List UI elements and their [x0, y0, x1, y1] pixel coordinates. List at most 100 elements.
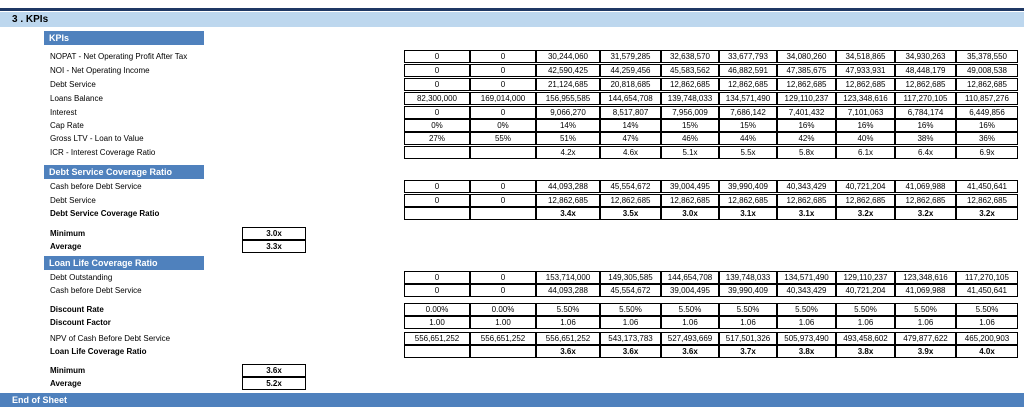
dscr-cell[interactable]: 3.0x: [661, 207, 719, 220]
kpis-cell[interactable]: 14%: [600, 119, 661, 132]
llcr-cell[interactable]: 5.50%: [777, 303, 836, 316]
llcr-cell[interactable]: 1.06: [719, 316, 777, 329]
dscr-cell[interactable]: [404, 207, 470, 220]
dscr-cell[interactable]: 39,004,495: [661, 180, 719, 193]
kpis-cell[interactable]: 31,579,285: [600, 50, 661, 63]
llcr-cell[interactable]: 3.6x: [536, 345, 600, 358]
kpis-cell[interactable]: 14%: [536, 119, 600, 132]
kpis-cell[interactable]: 7,686,142: [719, 106, 777, 119]
dscr-cell[interactable]: 45,554,672: [600, 180, 661, 193]
kpis-cell[interactable]: 139,748,033: [661, 92, 719, 105]
kpis-cell[interactable]: [470, 146, 536, 159]
kpis-cell[interactable]: 0: [470, 50, 536, 63]
llcr-cell[interactable]: 556,651,252: [470, 332, 536, 345]
kpis-cell[interactable]: 16%: [895, 119, 956, 132]
dscr-cell[interactable]: 12,862,685: [600, 194, 661, 207]
kpis-cell[interactable]: 5.8x: [777, 146, 836, 159]
kpis-cell[interactable]: 82,300,000: [404, 92, 470, 105]
dscr-cell[interactable]: [470, 207, 536, 220]
llcr-cell[interactable]: 139,748,033: [719, 271, 777, 284]
llcr-cell[interactable]: 1.00: [404, 316, 470, 329]
llcr-cell[interactable]: 0.00%: [404, 303, 470, 316]
llcr-cell[interactable]: 556,651,252: [404, 332, 470, 345]
llcr-cell[interactable]: 4.0x: [956, 345, 1018, 358]
kpis-cell[interactable]: 47,933,931: [836, 64, 895, 77]
kpis-cell[interactable]: 47%: [600, 132, 661, 145]
kpis-cell[interactable]: 12,862,685: [836, 78, 895, 91]
dscr-cell[interactable]: 12,862,685: [536, 194, 600, 207]
llcr-cell[interactable]: 149,305,585: [600, 271, 661, 284]
llcr-cell[interactable]: 134,571,490: [777, 271, 836, 284]
kpis-cell[interactable]: 38%: [895, 132, 956, 145]
dscr-cell[interactable]: 3.2x: [895, 207, 956, 220]
llcr-cell[interactable]: 3.6x: [661, 345, 719, 358]
llcr-cell[interactable]: 3.6x: [600, 345, 661, 358]
llcr-cell[interactable]: 3.9x: [895, 345, 956, 358]
kpis-cell[interactable]: 4.2x: [536, 146, 600, 159]
kpis-cell[interactable]: 16%: [956, 119, 1018, 132]
kpis-cell[interactable]: 8,517,807: [600, 106, 661, 119]
dscr-cell[interactable]: 40,343,429: [777, 180, 836, 193]
llcr-cell[interactable]: 5.50%: [719, 303, 777, 316]
llcr-cell[interactable]: 1.00: [470, 316, 536, 329]
kpis-cell[interactable]: 123,348,616: [836, 92, 895, 105]
llcr-cell[interactable]: 39,990,409: [719, 284, 777, 297]
dscr-cell[interactable]: 41,069,988: [895, 180, 956, 193]
kpis-cell[interactable]: 4.6x: [600, 146, 661, 159]
kpis-cell[interactable]: 5.5x: [719, 146, 777, 159]
llcr-cell[interactable]: 5.50%: [600, 303, 661, 316]
kpis-cell[interactable]: 0: [470, 64, 536, 77]
kpis-cell[interactable]: 33,677,793: [719, 50, 777, 63]
dscr-cell[interactable]: 3.5x: [600, 207, 661, 220]
llcr-cell[interactable]: 517,501,326: [719, 332, 777, 345]
llcr-cell[interactable]: 5.50%: [661, 303, 719, 316]
kpis-cell[interactable]: 55%: [470, 132, 536, 145]
llcr-cell[interactable]: 479,877,622: [895, 332, 956, 345]
llcr-minimum-value[interactable]: 3.6x: [242, 364, 306, 377]
llcr-cell[interactable]: 0: [404, 284, 470, 297]
kpis-cell[interactable]: 6,784,174: [895, 106, 956, 119]
kpis-cell[interactable]: 27%: [404, 132, 470, 145]
llcr-cell[interactable]: 465,200,903: [956, 332, 1018, 345]
kpis-cell[interactable]: 0: [470, 78, 536, 91]
kpis-cell[interactable]: 134,571,490: [719, 92, 777, 105]
kpis-cell[interactable]: 0%: [404, 119, 470, 132]
kpis-cell[interactable]: 144,654,708: [600, 92, 661, 105]
kpis-cell[interactable]: 6,449,856: [956, 106, 1018, 119]
llcr-cell[interactable]: 0: [404, 271, 470, 284]
kpis-cell[interactable]: 45,583,562: [661, 64, 719, 77]
kpis-cell[interactable]: 16%: [836, 119, 895, 132]
llcr-cell[interactable]: 5.50%: [895, 303, 956, 316]
dscr-cell[interactable]: 12,862,685: [661, 194, 719, 207]
llcr-cell[interactable]: 1.06: [956, 316, 1018, 329]
kpis-cell[interactable]: 47,385,675: [777, 64, 836, 77]
llcr-cell[interactable]: 40,343,429: [777, 284, 836, 297]
llcr-cell[interactable]: 44,093,288: [536, 284, 600, 297]
dscr-cell[interactable]: 12,862,685: [895, 194, 956, 207]
llcr-cell[interactable]: 41,069,988: [895, 284, 956, 297]
kpis-cell[interactable]: 6.1x: [836, 146, 895, 159]
dscr-cell[interactable]: 39,990,409: [719, 180, 777, 193]
llcr-cell[interactable]: [470, 345, 536, 358]
llcr-cell[interactable]: 153,714,000: [536, 271, 600, 284]
kpis-cell[interactable]: 7,401,432: [777, 106, 836, 119]
llcr-cell[interactable]: 40,721,204: [836, 284, 895, 297]
dscr-cell[interactable]: 3.4x: [536, 207, 600, 220]
kpis-cell[interactable]: 7,101,063: [836, 106, 895, 119]
dscr-minimum-value[interactable]: 3.0x: [242, 227, 306, 240]
kpis-cell[interactable]: 0: [404, 106, 470, 119]
llcr-cell[interactable]: 45,554,672: [600, 284, 661, 297]
llcr-cell[interactable]: 1.06: [777, 316, 836, 329]
kpis-cell[interactable]: 0: [404, 50, 470, 63]
kpis-cell[interactable]: 44%: [719, 132, 777, 145]
llcr-cell[interactable]: 0: [470, 271, 536, 284]
dscr-cell[interactable]: 12,862,685: [836, 194, 895, 207]
llcr-cell[interactable]: 5.50%: [536, 303, 600, 316]
kpis-cell[interactable]: 42%: [777, 132, 836, 145]
llcr-cell[interactable]: 5.50%: [956, 303, 1018, 316]
kpis-cell[interactable]: 46%: [661, 132, 719, 145]
llcr-cell[interactable]: 505,973,490: [777, 332, 836, 345]
llcr-cell[interactable]: 5.50%: [836, 303, 895, 316]
kpis-cell[interactable]: 0%: [470, 119, 536, 132]
dscr-cell[interactable]: 0: [404, 180, 470, 193]
